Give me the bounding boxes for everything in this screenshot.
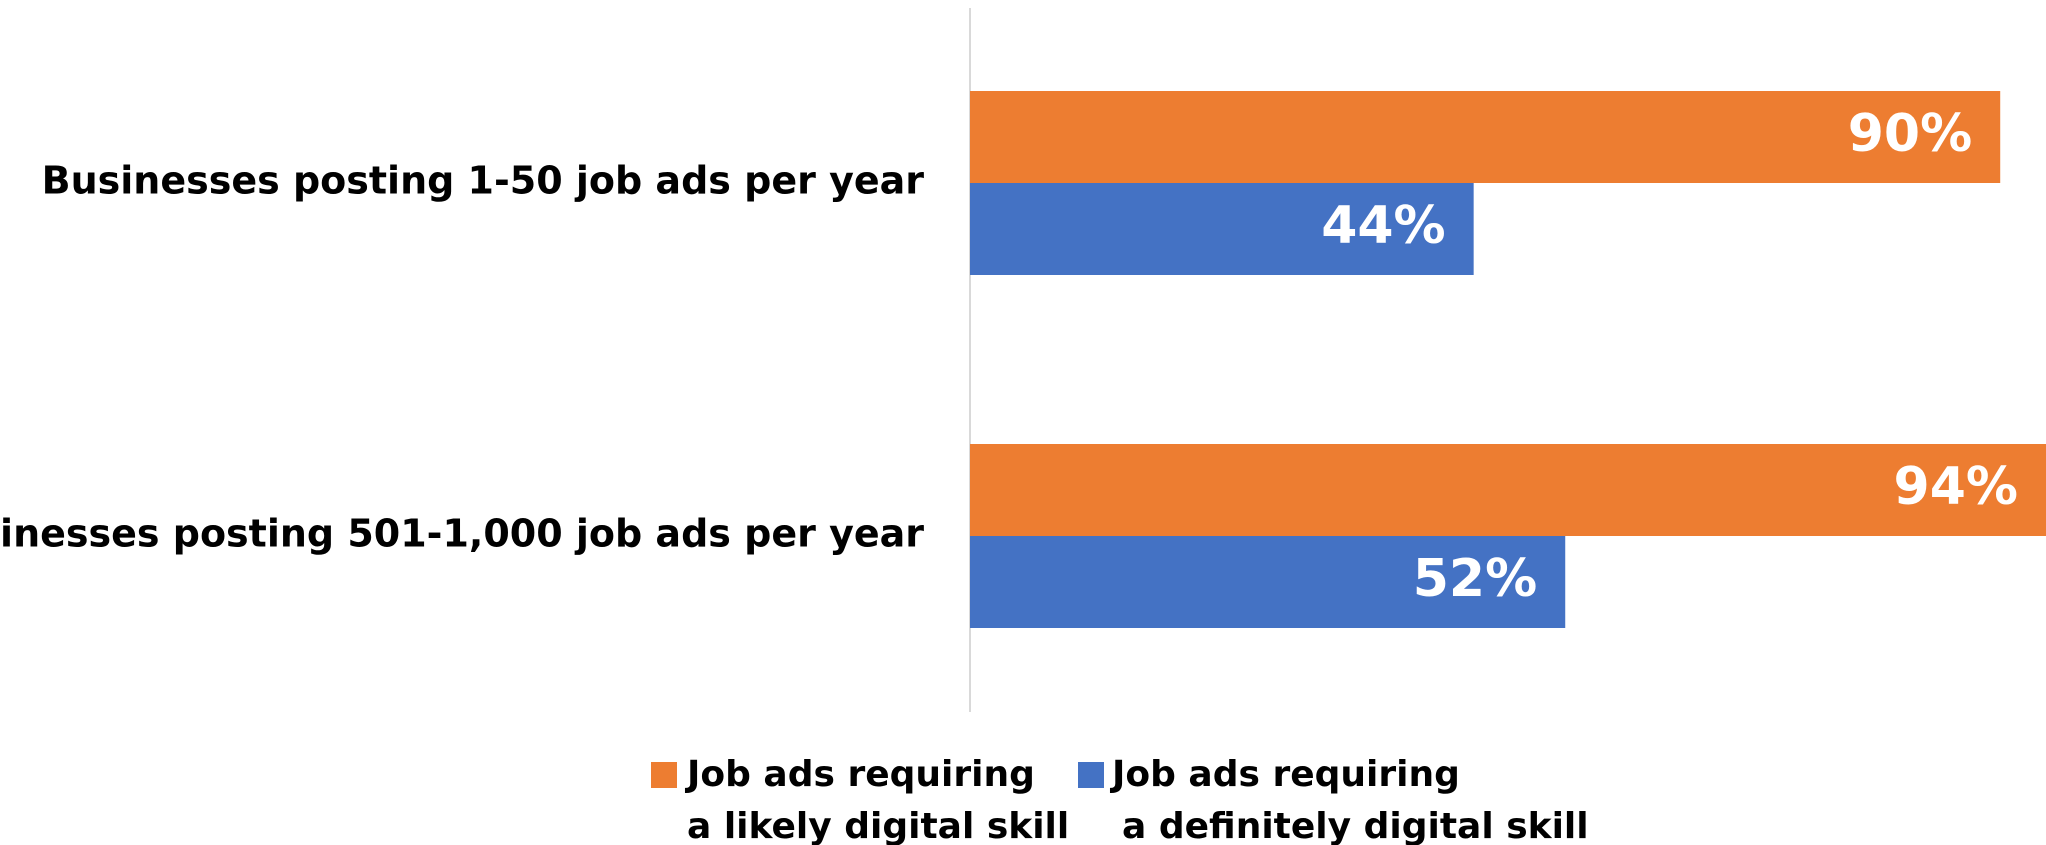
legend-label-line2: a likely digital skill [687,806,1069,845]
data-label: 44% [1321,196,1445,256]
category-label: Businesses posting 1-50 job ads per year [42,159,925,203]
bar-likely-2 [970,444,2046,536]
bar-likely-1 [970,91,2001,183]
legend-label-line1: Job ads requiring [684,754,1035,795]
legend-item-likely: Job ads requiring a likely digital skill [651,754,1069,845]
data-label: 90% [1848,104,1972,164]
data-label: 52% [1413,549,1537,609]
legend-item-definitely: Job ads requiring a definitely digital sk… [1078,754,1589,845]
data-labels: 90% 44% 94% 52% [1321,104,2018,609]
bars [970,91,2046,628]
legend-swatch [1078,762,1104,788]
bar-definitely-2 [970,536,1566,628]
legend-label-line1: Job ads requiring [1109,754,1460,795]
category-label: Businesses posting 501-1,000 job ads per… [0,512,924,556]
legend-label-line2: a definitely digital skill [1122,806,1589,845]
category-labels: Businesses posting 1-50 job ads per year… [0,159,924,556]
bar-definitely-1 [970,183,1474,275]
legend-swatch [651,762,677,788]
data-label: 94% [1894,457,2018,517]
